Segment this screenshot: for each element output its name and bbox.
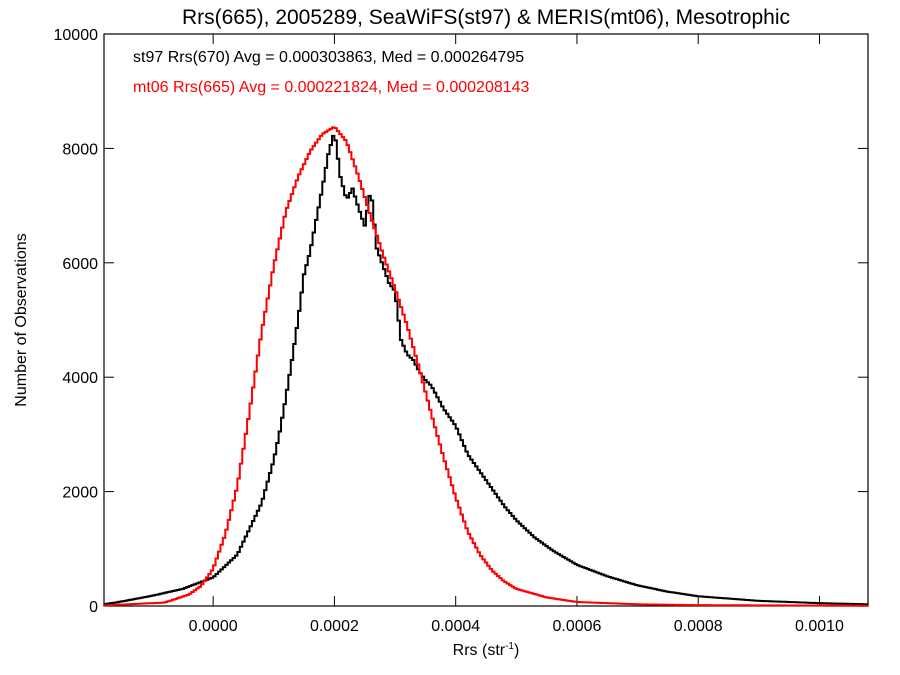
x-tick-label: 0.0000 [189, 618, 238, 635]
series-mt06-histogram [104, 126, 868, 607]
y-tick-label: 6000 [62, 256, 98, 273]
x-tick-label: 0.0002 [310, 618, 359, 635]
series-st97-histogram [104, 134, 868, 606]
x-axis-label-sup: -1 [505, 641, 514, 652]
y-tick-label: 10000 [54, 27, 99, 44]
plot-border [103, 33, 869, 607]
y-axis: 0 2000 4000 6000 8000 10000 [54, 27, 868, 616]
chart-title: Rrs(665), 2005289, SeaWiFS(st97) & MERIS… [182, 6, 790, 29]
x-axis-label: Rrs (str-1) [453, 641, 520, 659]
y-tick-label: 0 [89, 599, 98, 616]
legend-entry-mt06: mt06 Rrs(665) Avg = 0.000221824, Med = 0… [133, 79, 530, 96]
legend: st97 Rrs(670) Avg = 0.000303863, Med = 0… [133, 49, 530, 96]
y-tick-label: 2000 [62, 485, 98, 502]
x-tick-label: 0.0004 [431, 618, 480, 635]
y-axis-label: Number of Observations [13, 233, 30, 406]
plot-frame [103, 33, 869, 607]
x-axis-label-close: ) [514, 642, 519, 659]
x-axis: 0.0000 0.0002 0.0004 0.0006 0.0008 0.0010 [189, 34, 844, 635]
x-axis-label-main: Rrs (str [453, 642, 506, 659]
y-tick-label: 4000 [62, 370, 98, 387]
legend-entry-st97: st97 Rrs(670) Avg = 0.000303863, Med = 0… [133, 49, 524, 66]
series-layer [104, 126, 868, 607]
x-tick-label: 0.0006 [552, 618, 601, 635]
x-tick-label: 0.0008 [674, 618, 723, 635]
y-tick-label: 8000 [62, 141, 98, 158]
x-tick-label: 0.0010 [795, 618, 844, 635]
